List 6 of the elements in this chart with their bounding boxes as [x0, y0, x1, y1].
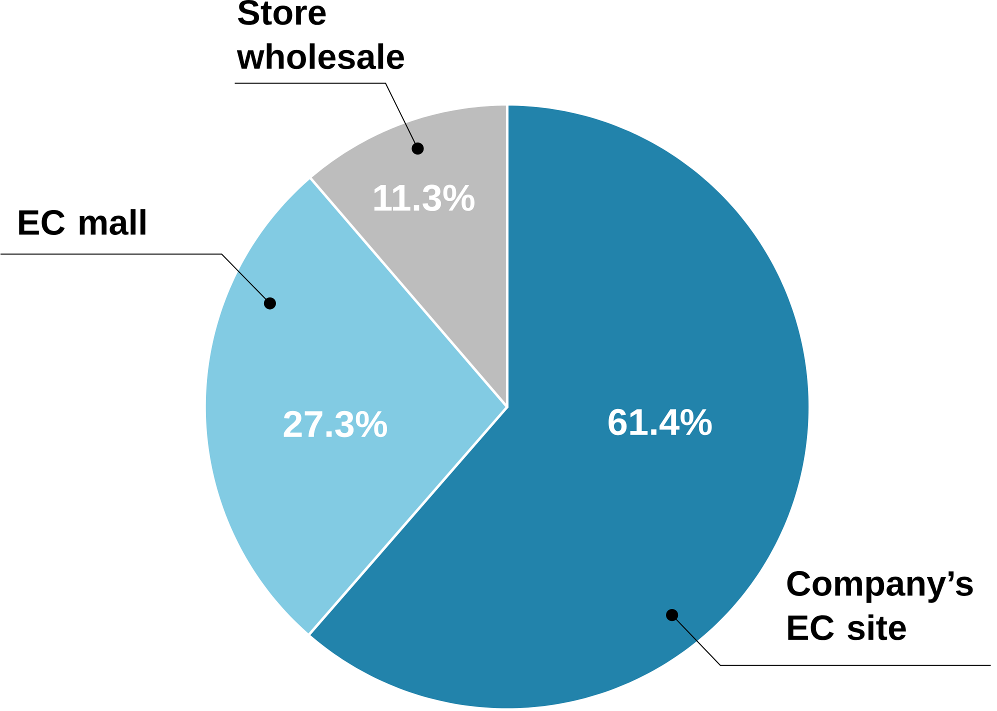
data-label: 27.3% — [284, 410, 388, 438]
slice-label: Company’s EC site — [787, 571, 973, 640]
slice-label: EC mall — [19, 209, 146, 236]
data-label: 11.3% — [374, 184, 474, 212]
data-label: 61.4% — [608, 408, 712, 436]
slice-label: Store wholesale — [236, 0, 404, 70]
